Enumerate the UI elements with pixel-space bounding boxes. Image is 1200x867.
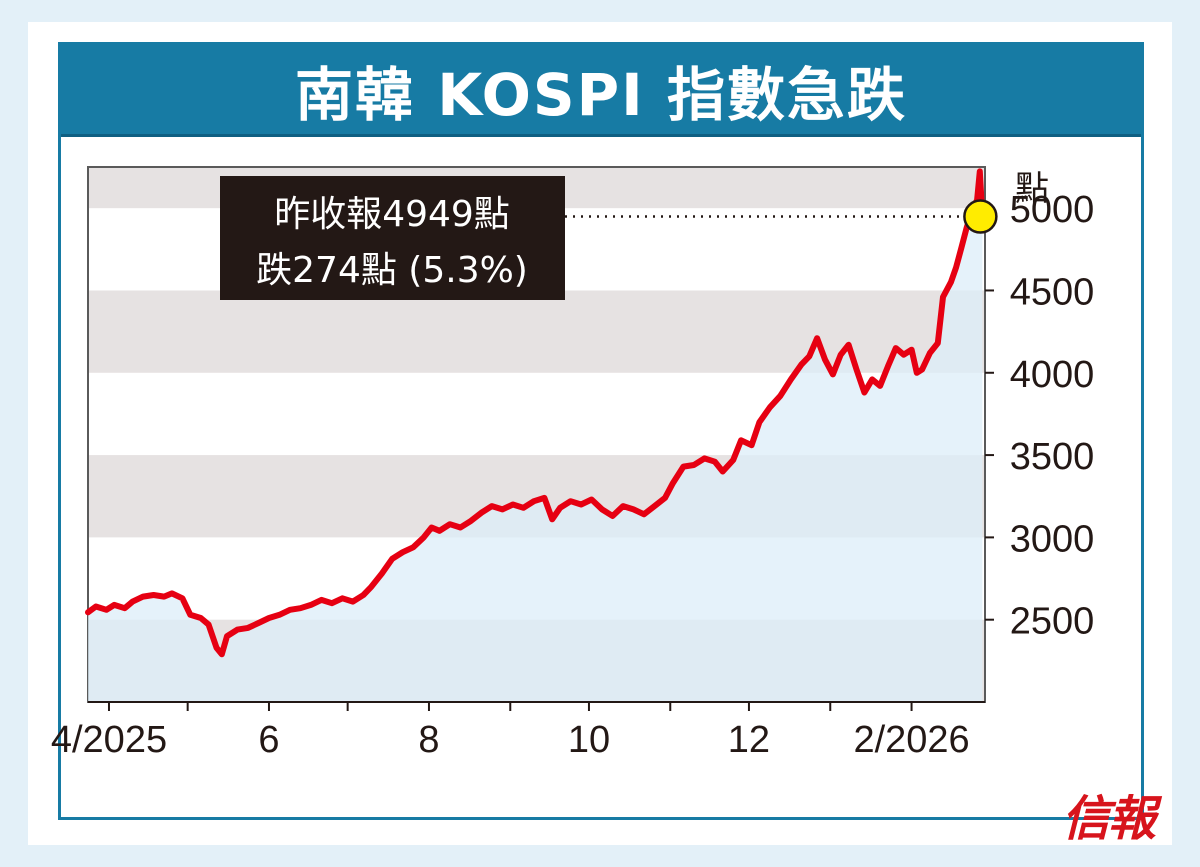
x-axis: 4/2025 6 8 10 12 2/2026 <box>51 701 985 761</box>
latest-point-marker <box>963 199 998 234</box>
y-tick-label: 5000 <box>1010 189 1095 231</box>
x-tick-label: 10 <box>568 719 610 761</box>
xinbao-logo: 信報 <box>1061 791 1156 847</box>
annotation-box: 昨收報4949點 跌274點 (5.3%) <box>220 176 565 300</box>
y-tick-label: 2500 <box>1010 601 1095 643</box>
title-bar: 南韓 KOSPI 指數急跌 <box>61 45 1141 137</box>
y-tick-label: 4000 <box>1010 354 1095 396</box>
x-tick-label: 2/2026 <box>853 719 969 761</box>
annotation-background <box>220 176 565 300</box>
annotation-line2: 跌274點 (5.3%) <box>256 250 528 291</box>
x-tick-label: 4/2025 <box>51 719 167 761</box>
chart-title: 南韓 KOSPI 指數急跌 <box>295 60 907 129</box>
y-tick-label: 3500 <box>1010 436 1095 478</box>
grid-band <box>88 290 985 373</box>
kospi-line <box>85 168 986 658</box>
x-tick-label: 6 <box>258 719 279 761</box>
y-tick-label: 3000 <box>1010 518 1095 560</box>
area-fill <box>88 171 983 702</box>
annotation-line1: 昨收報4949點 <box>274 194 510 235</box>
y-axis-unit: 點 <box>1015 169 1049 209</box>
x-tick-label: 8 <box>418 719 439 761</box>
y-tick-label: 4500 <box>1010 271 1095 313</box>
x-tick-label: 12 <box>728 719 770 761</box>
y-axis: 點 2500 3000 3500 4000 4500 5000 <box>985 169 1094 643</box>
